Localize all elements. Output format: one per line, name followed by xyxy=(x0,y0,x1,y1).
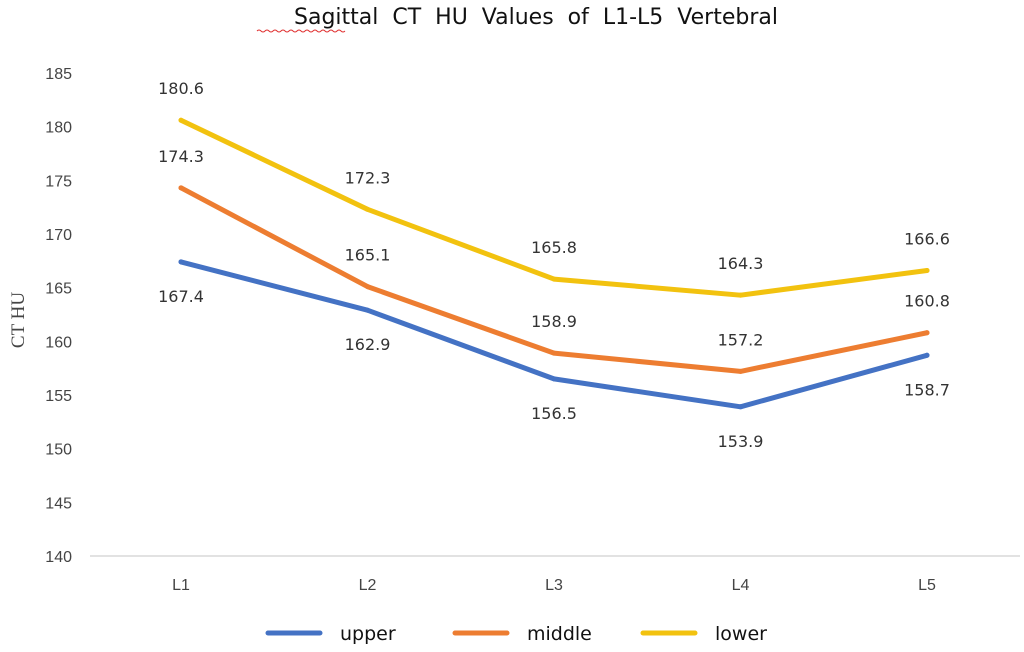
data-point-upper xyxy=(178,259,184,265)
y-tick-label: 185 xyxy=(45,66,72,83)
data-label-lower: 164.3 xyxy=(718,254,764,273)
data-label-middle: 157.2 xyxy=(718,330,764,349)
data-point-middle xyxy=(365,284,370,290)
data-label-lower: 180.6 xyxy=(158,79,204,98)
y-tick-label: 145 xyxy=(45,495,72,512)
data-label-middle: 165.1 xyxy=(345,246,391,265)
series-lines xyxy=(178,117,930,410)
data-point-upper xyxy=(924,352,930,358)
legend-label-upper: upper xyxy=(340,623,396,645)
data-point-upper xyxy=(365,307,370,313)
y-tick-label: 140 xyxy=(45,549,72,566)
title-spellcheck-underline xyxy=(256,29,346,33)
data-point-lower xyxy=(551,276,557,282)
y-tick-label: 175 xyxy=(45,173,72,190)
data-label-lower: 165.8 xyxy=(531,238,577,257)
chart-title: Sagittal CT HU Values of L1-L5 Vertebral xyxy=(294,5,778,30)
data-point-middle xyxy=(924,330,930,336)
x-tick-label: L4 xyxy=(732,577,750,594)
x-tick-label: L3 xyxy=(545,577,563,594)
data-label-middle: 160.8 xyxy=(904,292,950,311)
y-tick-label: 170 xyxy=(45,227,72,244)
data-point-lower xyxy=(924,267,930,273)
data-point-middle xyxy=(551,350,557,356)
y-tick-label: 155 xyxy=(45,388,72,405)
x-axis-ticks: L1 L2 L3 L4 L5 xyxy=(172,577,936,594)
data-labels: 167.4 162.9 156.5 153.9 158.7 174.3 165.1 158.9… xyxy=(158,79,950,451)
y-axis-label: CT HU xyxy=(8,292,29,348)
legend-label-lower: lower xyxy=(715,623,767,645)
y-axis-ticks: 140 145 150 155 160 165 170 175 180 185 xyxy=(45,66,72,566)
legend: upper middle lower xyxy=(265,623,767,645)
y-tick-label: 165 xyxy=(45,281,72,298)
x-tick-label: L1 xyxy=(172,577,190,594)
data-label-middle: 174.3 xyxy=(158,147,204,166)
data-label-lower: 166.6 xyxy=(904,229,950,248)
data-label-middle: 158.9 xyxy=(531,312,577,331)
y-tick-label: 160 xyxy=(45,334,72,351)
data-label-upper: 156.5 xyxy=(531,404,577,423)
data-point-lower xyxy=(365,206,370,212)
data-point-lower xyxy=(738,292,743,298)
x-tick-label: L2 xyxy=(359,577,377,594)
data-point-upper xyxy=(738,404,743,410)
y-tick-label: 180 xyxy=(45,120,72,137)
data-point-upper xyxy=(551,376,557,382)
data-point-middle xyxy=(178,185,184,191)
data-label-upper: 153.9 xyxy=(718,432,764,451)
data-label-upper: 167.4 xyxy=(158,287,204,306)
x-tick-label: L5 xyxy=(918,577,936,594)
data-label-lower: 172.3 xyxy=(345,168,391,187)
series-line-lower xyxy=(178,117,930,298)
data-point-lower xyxy=(178,117,184,123)
legend-label-middle: middle xyxy=(527,623,592,645)
y-tick-label: 150 xyxy=(45,442,72,459)
data-label-upper: 158.7 xyxy=(904,380,950,399)
data-label-upper: 162.9 xyxy=(345,335,391,354)
data-point-middle xyxy=(738,368,743,374)
